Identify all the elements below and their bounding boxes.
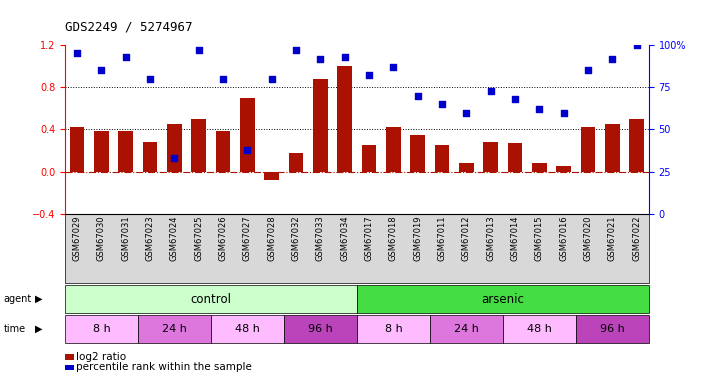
- Text: GDS2249 / 5274967: GDS2249 / 5274967: [65, 21, 193, 34]
- Text: arsenic: arsenic: [482, 292, 524, 306]
- Point: [558, 110, 570, 116]
- Bar: [557, 166, 571, 172]
- Text: log2 ratio: log2 ratio: [76, 352, 127, 362]
- Bar: [508, 143, 522, 172]
- Bar: [265, 172, 279, 180]
- Point: [266, 76, 278, 82]
- Point: [436, 101, 448, 107]
- Bar: [216, 132, 231, 172]
- Text: 48 h: 48 h: [527, 324, 552, 334]
- Point: [96, 68, 107, 74]
- Bar: [288, 153, 304, 172]
- Point: [485, 88, 497, 94]
- Bar: [192, 119, 206, 172]
- Bar: [532, 163, 547, 172]
- Text: 8 h: 8 h: [92, 324, 110, 334]
- Point: [71, 51, 83, 57]
- Point: [461, 110, 472, 116]
- Bar: [483, 142, 498, 172]
- Bar: [386, 127, 401, 172]
- Text: control: control: [190, 292, 231, 306]
- Point: [583, 68, 594, 74]
- Text: 48 h: 48 h: [235, 324, 260, 334]
- Text: 96 h: 96 h: [308, 324, 333, 334]
- Point: [631, 42, 642, 48]
- Bar: [118, 132, 133, 172]
- Point: [291, 47, 302, 53]
- Text: 24 h: 24 h: [162, 324, 187, 334]
- Point: [314, 56, 326, 62]
- Bar: [362, 145, 376, 172]
- Bar: [337, 66, 352, 172]
- Text: 8 h: 8 h: [384, 324, 402, 334]
- Text: percentile rank within the sample: percentile rank within the sample: [76, 363, 252, 372]
- Point: [509, 96, 521, 102]
- Bar: [435, 145, 449, 172]
- Text: ▶: ▶: [35, 324, 42, 334]
- Point: [534, 106, 545, 112]
- Bar: [167, 124, 182, 172]
- Bar: [94, 132, 109, 172]
- Bar: [605, 124, 620, 172]
- Point: [412, 93, 423, 99]
- Point: [363, 72, 375, 78]
- Text: time: time: [4, 324, 26, 334]
- Text: 96 h: 96 h: [600, 324, 625, 334]
- Point: [217, 76, 229, 82]
- Point: [193, 47, 205, 53]
- Bar: [459, 163, 474, 172]
- Point: [144, 76, 156, 82]
- Bar: [240, 98, 255, 172]
- Point: [242, 147, 253, 153]
- Bar: [313, 79, 327, 172]
- Bar: [70, 127, 84, 172]
- Bar: [581, 127, 596, 172]
- Point: [388, 64, 399, 70]
- Bar: [629, 119, 644, 172]
- Point: [120, 54, 131, 60]
- Text: ▶: ▶: [35, 294, 42, 304]
- Text: 24 h: 24 h: [454, 324, 479, 334]
- Point: [169, 155, 180, 161]
- Bar: [410, 135, 425, 172]
- Bar: [143, 142, 157, 172]
- Point: [339, 54, 350, 60]
- Point: [606, 56, 618, 62]
- Text: agent: agent: [4, 294, 32, 304]
